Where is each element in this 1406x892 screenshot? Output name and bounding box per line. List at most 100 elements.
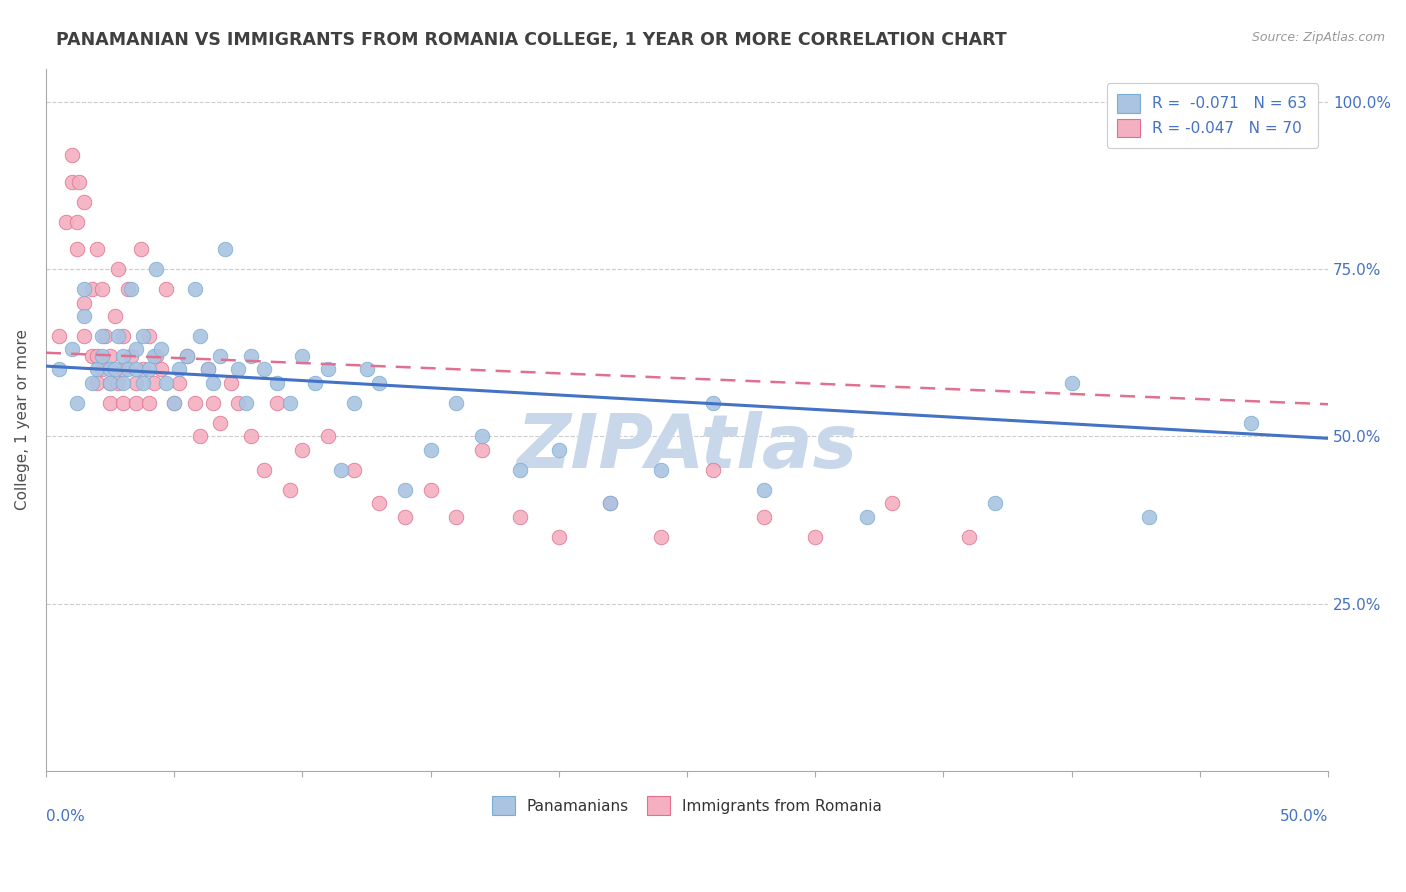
Point (132, 329, 155, 343)
Point (142, 349, 165, 363)
Point (120, 282, 142, 296)
Point (304, 376, 326, 390)
Point (145, 349, 167, 363)
Point (291, 349, 314, 363)
Point (48, 362, 70, 376)
Text: PANAMANIAN VS IMMIGRANTS FROM ROMANIA COLLEGE, 1 YEAR OR MORE CORRELATION CHART: PANAMANIAN VS IMMIGRANTS FROM ROMANIA CO… (56, 31, 1007, 49)
Point (107, 376, 129, 390)
Point (509, 463, 531, 477)
Point (394, 509, 416, 524)
Point (125, 396, 148, 410)
Point (446, 396, 468, 410)
Point (278, 396, 301, 410)
Point (214, 242, 236, 256)
Point (209, 416, 232, 430)
Text: ZIPAtlas: ZIPAtlas (516, 411, 858, 484)
Point (368, 496, 391, 510)
Point (155, 282, 177, 296)
Point (98, 349, 121, 363)
Point (132, 376, 155, 390)
Point (111, 362, 134, 376)
Point (316, 429, 339, 443)
Point (155, 376, 177, 390)
Point (188, 429, 211, 443)
Point (291, 442, 314, 457)
Point (226, 396, 249, 410)
Point (226, 362, 249, 376)
Point (111, 329, 134, 343)
Point (73, 309, 96, 323)
Point (183, 396, 205, 410)
Point (66, 242, 89, 256)
Point (394, 483, 416, 497)
Point (343, 396, 366, 410)
Point (94, 329, 117, 343)
Point (235, 396, 257, 410)
Point (599, 496, 621, 510)
Point (197, 362, 219, 376)
Point (240, 429, 263, 443)
Y-axis label: College, 1 year or more: College, 1 year or more (15, 329, 30, 510)
Point (188, 329, 211, 343)
Point (1240, 416, 1263, 430)
Point (98, 376, 121, 390)
Point (356, 362, 378, 376)
Point (163, 396, 186, 410)
Point (125, 376, 148, 390)
Point (73, 295, 96, 310)
Point (129, 242, 152, 256)
Point (419, 483, 441, 497)
Point (98, 376, 121, 390)
Point (104, 362, 127, 376)
Point (201, 376, 224, 390)
Point (1060, 376, 1083, 390)
Point (547, 530, 569, 544)
Point (125, 343, 148, 357)
Point (91, 329, 114, 343)
Point (48, 329, 70, 343)
Point (138, 396, 160, 410)
Point (98, 362, 121, 376)
Point (253, 362, 276, 376)
Point (702, 463, 724, 477)
Point (599, 496, 621, 510)
Point (111, 349, 134, 363)
Text: 0.0%: 0.0% (46, 809, 84, 824)
Point (117, 282, 139, 296)
Point (219, 376, 242, 390)
Point (60, 148, 83, 162)
Point (111, 396, 134, 410)
Point (650, 463, 672, 477)
Point (86, 349, 108, 363)
Point (120, 349, 142, 363)
Point (82, 349, 104, 363)
Point (107, 262, 129, 277)
Point (253, 463, 276, 477)
Point (60, 175, 83, 189)
Point (752, 483, 775, 497)
Point (86, 376, 108, 390)
Point (91, 349, 114, 363)
Point (60, 343, 83, 357)
Text: Source: ZipAtlas.com: Source: ZipAtlas.com (1251, 31, 1385, 45)
Point (343, 463, 366, 477)
Point (111, 376, 134, 390)
Point (197, 362, 219, 376)
Point (138, 362, 160, 376)
Point (650, 530, 672, 544)
Point (142, 376, 165, 390)
Point (73, 282, 96, 296)
Point (752, 509, 775, 524)
Point (266, 396, 288, 410)
Point (169, 362, 191, 376)
Point (984, 496, 1007, 510)
Point (73, 195, 96, 210)
Point (125, 362, 148, 376)
Point (316, 362, 339, 376)
Point (176, 349, 198, 363)
Point (266, 376, 288, 390)
Point (145, 262, 167, 277)
Point (446, 509, 468, 524)
Point (240, 349, 263, 363)
Point (86, 242, 108, 256)
